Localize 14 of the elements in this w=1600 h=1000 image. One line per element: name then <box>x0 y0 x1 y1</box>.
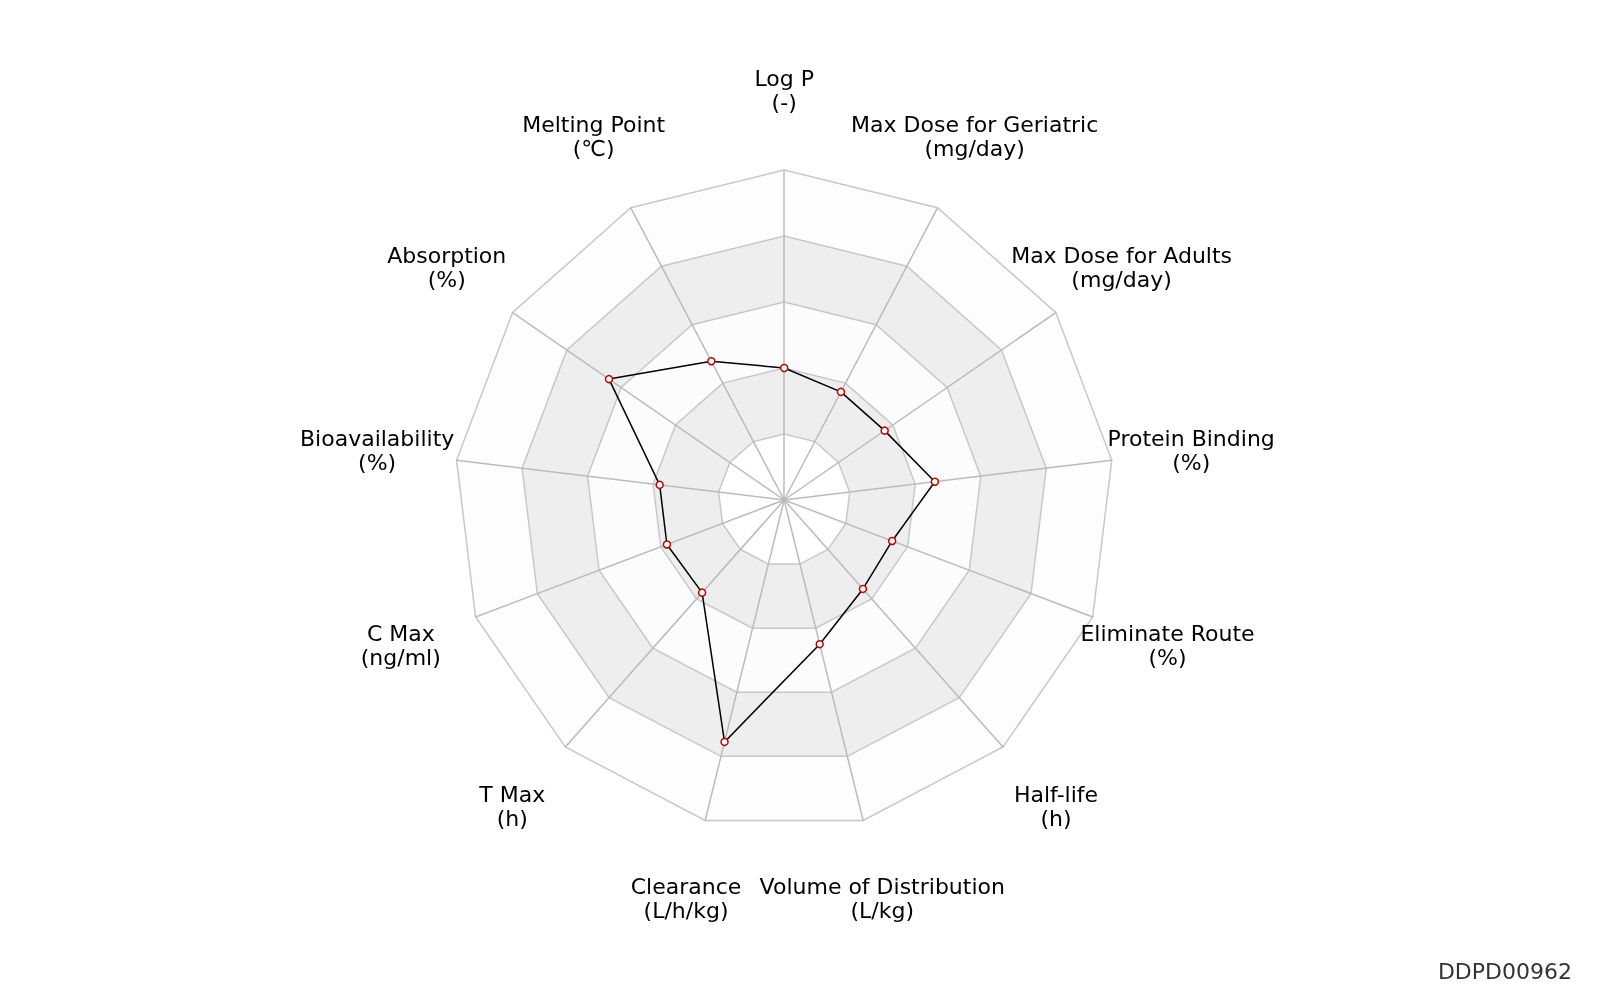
spoke-label: Clearance (L/h/kg) <box>630 873 742 923</box>
spoke-label: Eliminate Route (%) <box>1080 620 1255 670</box>
spoke-label: Absorption (%) <box>387 242 507 292</box>
spoke-label: T Max (h) <box>478 782 546 832</box>
spoke-label: Half-life (h) <box>1013 782 1099 832</box>
spoke-label: Max Dose for Geriatric (mg/day) <box>851 112 1099 162</box>
spoke-label: Max Dose for Adults (mg/day) <box>1011 242 1233 292</box>
spoke-label: Bioavailability (%) <box>299 426 455 476</box>
spoke-label: Melting Point (℃) <box>522 112 666 162</box>
spoke-label: Log P (-) <box>754 65 814 115</box>
spoke-label: C Max (ng/ml) <box>360 620 441 670</box>
spoke-label: Volume of Distribution (L/kg) <box>759 873 1005 923</box>
text: DDPD00962 <box>1437 958 1572 984</box>
spoke-label: Protein Binding (%) <box>1107 426 1275 476</box>
